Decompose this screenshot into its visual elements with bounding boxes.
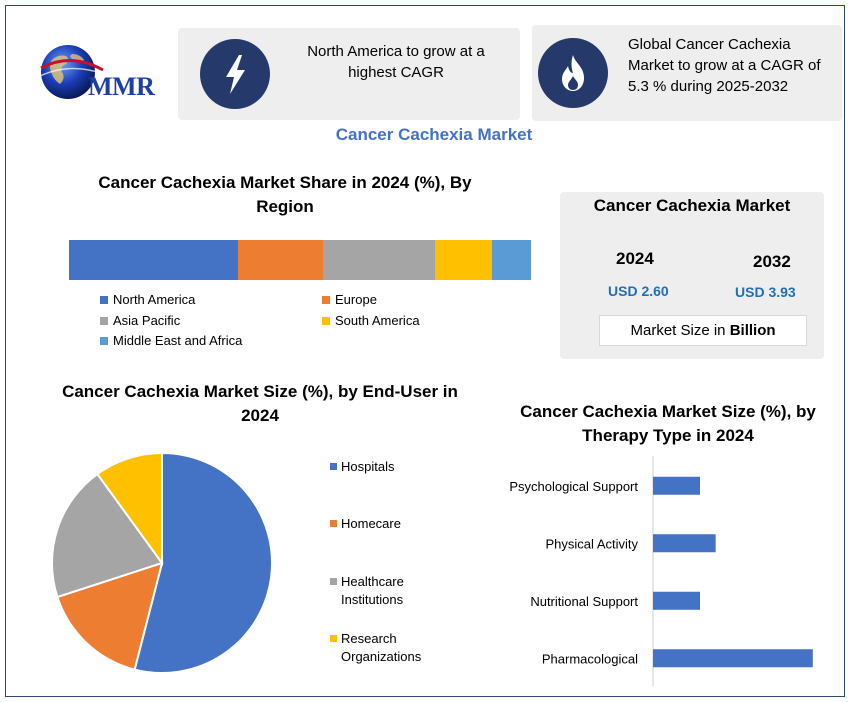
legend-label: South America: [335, 313, 420, 328]
main-title: Cancer Cachexia Market: [335, 125, 533, 144]
unit-bold: Billion: [729, 322, 776, 339]
legend-swatch: [330, 463, 337, 470]
region-segment-middle-east-and-africa: [492, 240, 531, 280]
value-2024: USD 2.60: [608, 283, 669, 299]
pie-slice-research-organizations: [95, 451, 163, 567]
mmr-logo-icon: [39, 45, 105, 99]
value-2032: USD 3.93: [735, 284, 796, 300]
pie-slice-homecare: [56, 561, 164, 671]
therapy-bar-nutritional-support: [653, 591, 700, 610]
lightning-badge: [200, 39, 270, 109]
legend-label: Hospitals: [341, 459, 395, 474]
unit-prefix: Market Size in: [630, 322, 730, 339]
pie-legend-item-homecare: Homecare: [330, 515, 440, 533]
highlight-card-north-america: North America to grow at a highest CAGR: [178, 28, 520, 120]
highlight-card-cagr: Global Cancer Cachexia Market to grow at…: [532, 25, 842, 121]
legend-label: Healthcare Institutions: [341, 574, 404, 607]
highlight-text-2: Global Cancer Cachexia Market to grow at…: [628, 36, 821, 95]
legend-swatch: [322, 295, 330, 304]
legend-item-europe: Europe: [322, 292, 377, 307]
lightning-icon: [226, 55, 245, 94]
highlight-text-1: North America to grow at a highest CAGR: [307, 43, 485, 81]
market-size-title: Cancer Cachexia Market: [593, 196, 791, 215]
flame-icon: [562, 55, 584, 91]
pie-legend-item-hospitals: Hospitals: [330, 458, 440, 476]
pie-legend-item-healthcare-institutions: Healthcare Institutions: [330, 573, 440, 609]
legend-item-south-america: South America: [322, 313, 420, 328]
legend-item-asia-pacific: Asia Pacific: [100, 313, 180, 328]
region-segment-asia-pacific: [323, 240, 435, 280]
legend-label: Research Organizations: [341, 631, 422, 664]
flame-badge: [538, 38, 608, 108]
logo-text: MMR: [88, 72, 155, 101]
region-segment-south-america: [434, 240, 493, 280]
region-stacked-bar: [69, 240, 531, 280]
therapy-label-psychological-support: Psychological Support: [509, 479, 638, 494]
therapy-bar-chart: Psychological Support Physical Activity Nu…: [509, 456, 813, 686]
pie-slice-hospitals: [133, 451, 273, 674]
legend-swatch: [330, 635, 337, 642]
therapy-chart-title: Cancer Cachexia Market Size (%), by Ther…: [520, 402, 816, 445]
therapy-bar-psychological-support: [653, 476, 700, 495]
legend-swatch: [322, 316, 330, 325]
year-2032-label: 2032: [753, 252, 791, 271]
enduser-pie-chart: [51, 451, 273, 674]
pie-slice-healthcare-institutions: [51, 472, 164, 599]
legend-label: North America: [113, 292, 196, 307]
market-size-box: Cancer Cachexia Market 2024 2032 USD 2.6…: [560, 192, 824, 359]
legend-label: Middle East and Africa: [113, 333, 243, 348]
legend-swatch: [100, 295, 108, 304]
legend-swatch: [100, 336, 108, 345]
infographic-frame: [5, 5, 845, 697]
legend-swatch: [330, 520, 337, 527]
legend-label: Homecare: [341, 516, 401, 531]
pie-legend-item-research-organizations: Research Organizations: [330, 630, 440, 666]
therapy-label-nutritional-support: Nutritional Support: [530, 594, 638, 609]
market-size-unit: Market Size in Billion: [599, 315, 807, 346]
enduser-chart-title: Cancer Cachexia Market Size (%), by End-…: [62, 382, 458, 425]
therapy-bar-pharmacological: [653, 649, 813, 668]
therapy-bar-physical-activity: [653, 534, 716, 553]
legend-swatch: [100, 316, 108, 325]
therapy-label-physical-activity: Physical Activity: [546, 536, 639, 551]
therapy-label-pharmacological: Pharmacological: [542, 651, 638, 666]
legend-item-middle-east-and-africa: Middle East and Africa: [100, 333, 242, 348]
region-segment-europe: [238, 240, 324, 280]
region-segment-north-america: [69, 240, 239, 280]
legend-item-north-america: North America: [100, 292, 195, 307]
region-chart-title: Cancer Cachexia Market Share in 2024 (%)…: [98, 173, 472, 216]
legend-label: Asia Pacific: [113, 313, 181, 328]
year-2024-label: 2024: [616, 249, 654, 268]
legend-label: Europe: [335, 292, 377, 307]
legend-swatch: [330, 578, 337, 585]
